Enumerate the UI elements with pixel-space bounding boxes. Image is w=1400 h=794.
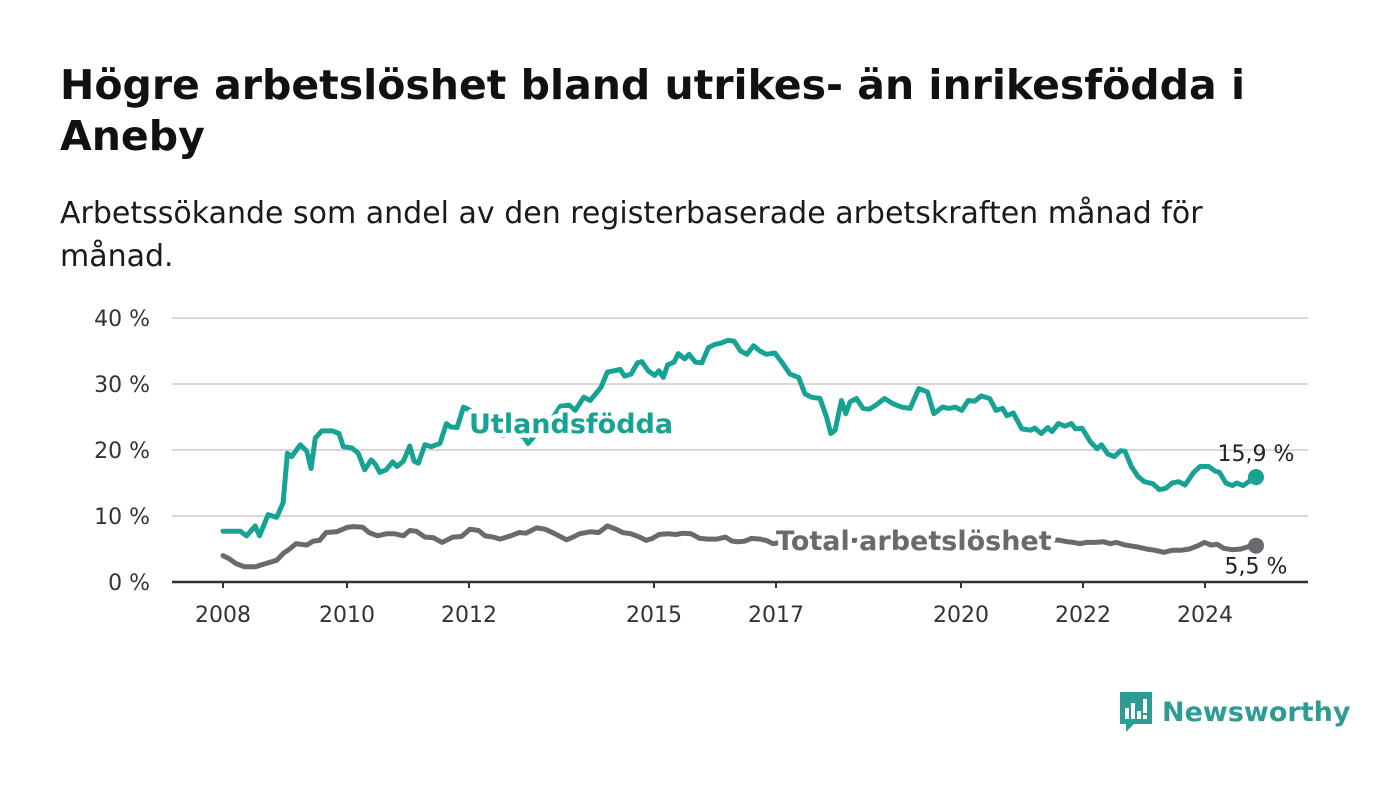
series-end-label: 15,9 %: [1218, 442, 1295, 467]
y-tick-label: 30 %: [94, 373, 150, 398]
newsworthy-logo-text: Newsworthy: [1162, 696, 1351, 728]
series-end-point: [1248, 469, 1264, 486]
y-tick-label: 0 %: [108, 571, 150, 596]
series-end-point: [1248, 537, 1264, 554]
series-end-label: 5,5 %: [1225, 555, 1288, 580]
series-line-total: [220, 523, 1259, 570]
x-tick-label: 2012: [441, 603, 497, 628]
series-label-halo: Total arbetslöshet: [776, 526, 1052, 557]
x-tick-label: 2022: [1055, 603, 1111, 628]
newsworthy-logo[interactable]: Newsworthy: [1118, 690, 1350, 734]
series-label: Total arbetslöshet: [776, 526, 1052, 557]
y-tick-label: 40 %: [94, 307, 150, 332]
x-tick-label: 2017: [748, 603, 804, 628]
series-label-halo: Utlandsfödda: [469, 409, 673, 440]
chart-subtitle: Arbetssökande som andel av den registerb…: [60, 196, 1203, 274]
series-label: Utlandsfödda: [469, 409, 673, 440]
x-tick-label: 2024: [1177, 603, 1233, 628]
y-tick-label: 20 %: [94, 439, 150, 464]
y-tick-label: 10 %: [94, 505, 150, 530]
chart-title: Högre arbetslöshet bland utrikes- än inr…: [60, 61, 1245, 160]
series-line-utlandsfodda: [220, 337, 1259, 539]
x-tick-label: 2008: [195, 603, 251, 628]
x-tick-label: 2015: [626, 603, 682, 628]
newsworthy-logo-icon: [1120, 692, 1152, 732]
x-tick-label: 2020: [933, 603, 989, 628]
x-tick-label: 2010: [319, 603, 375, 628]
